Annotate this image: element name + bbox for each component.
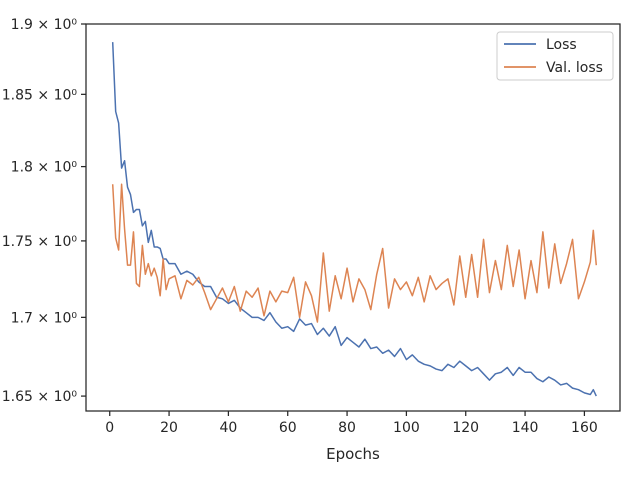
series-line-loss (111, 42, 597, 397)
y-tick-label: 1.85 × 10⁰ (2, 87, 78, 103)
y-tick-label: 1.9 × 10⁰ (11, 17, 78, 33)
x-tick-label: 60 (279, 420, 297, 436)
x-axis-ticks: 0 20 40 60 80 100 120 140 160 (105, 411, 598, 436)
x-tick-label: 40 (219, 420, 237, 436)
x-tick-label: 160 (571, 420, 598, 436)
x-tick-label: 140 (512, 420, 539, 436)
y-tick-label: 1.75 × 10⁰ (2, 234, 78, 250)
series-line-val-loss (111, 183, 598, 323)
x-tick-label: 0 (105, 420, 114, 436)
plot-frame (85, 23, 621, 412)
x-tick-label: 20 (160, 420, 178, 436)
legend-label-loss: Loss (546, 37, 577, 53)
y-tick-label: 1.8 × 10⁰ (11, 160, 78, 176)
y-axis-ticks: 1.65 × 10⁰ 1.7 × 10⁰ 1.75 × 10⁰ 1.8 × 10⁰ 1.… (2, 17, 86, 405)
x-tick-label: 120 (452, 420, 479, 436)
x-axis-label: Epochs (326, 445, 380, 463)
x-tick-label: 80 (338, 420, 356, 436)
series-layer (111, 42, 598, 397)
legend-label-val-loss: Val. loss (546, 60, 603, 76)
legend: Loss Val. loss (496, 31, 614, 81)
y-tick-label: 1.65 × 10⁰ (2, 389, 78, 405)
x-tick-label: 100 (393, 420, 420, 436)
y-tick-label: 1.7 × 10⁰ (11, 310, 78, 326)
